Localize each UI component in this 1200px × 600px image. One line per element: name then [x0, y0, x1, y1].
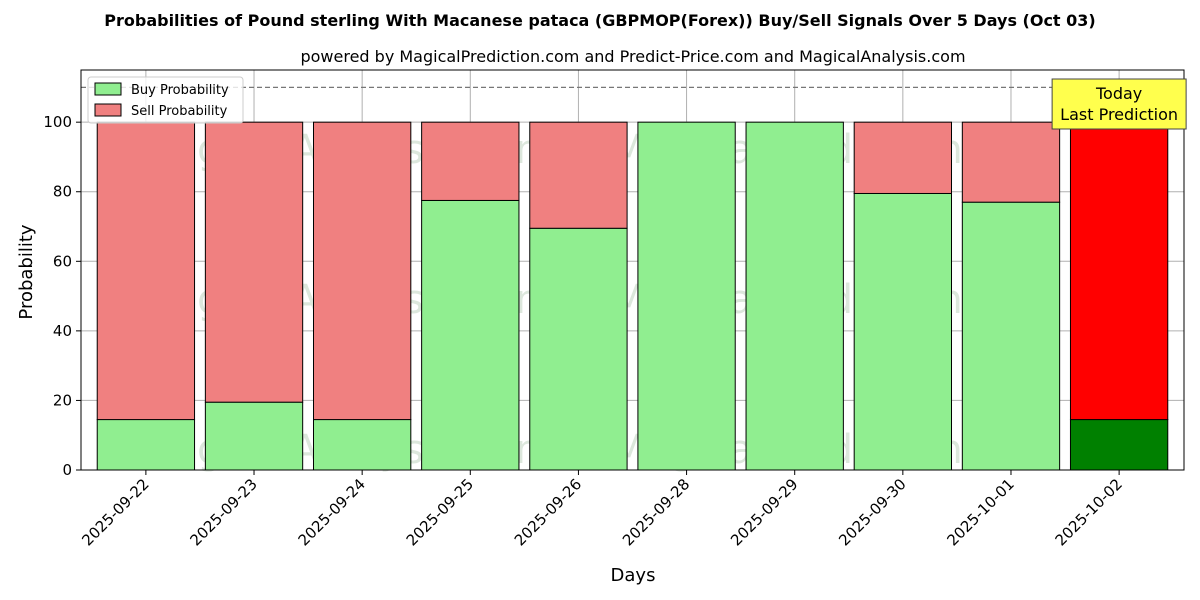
bar-buy: [312, 419, 412, 471]
chart-title: Probabilities of Pound sterling With Mac…: [104, 11, 1095, 30]
bar-sell: [204, 121, 304, 403]
x-tick-label: 2025-10-02: [1052, 475, 1126, 549]
x-tick-label: 2025-09-24: [295, 475, 369, 549]
x-tick-label: 2025-09-22: [78, 475, 152, 549]
today-box: [1051, 78, 1187, 130]
y-tick-label: 40: [53, 322, 72, 340]
legend: Buy Probability Sell Probability: [87, 76, 244, 124]
bar-buy: [421, 199, 520, 471]
bar-buy: [1069, 419, 1169, 471]
x-tick-label: 2025-09-28: [619, 475, 693, 549]
legend-swatch: [94, 103, 122, 117]
x-tick-label: 2025-09-29: [727, 475, 801, 549]
bar-sell: [421, 121, 520, 201]
bar-sell: [1069, 121, 1169, 421]
x-tick-label: 2025-09-30: [835, 475, 909, 549]
x-tick-label: 2025-09-25: [403, 475, 477, 549]
bar-sell: [529, 121, 628, 229]
bar-buy: [96, 419, 196, 471]
bar-buy: [637, 121, 736, 471]
bar-sell: [961, 121, 1061, 203]
y-tick-label: 100: [43, 113, 72, 131]
y-tick-label: 60: [53, 252, 72, 270]
today-label: Today: [1095, 84, 1142, 103]
bar-sell: [853, 121, 953, 194]
bar-buy: [529, 227, 628, 471]
bar-buy: [961, 201, 1061, 471]
bar-sell: [312, 121, 412, 421]
legend-label: Buy Probability: [131, 83, 229, 98]
y-axis: 0 20 40 60 80 100: [43, 113, 81, 479]
legend-box: [87, 76, 244, 124]
last-prediction-label: Last Prediction: [1060, 105, 1178, 124]
y-tick-label: 80: [53, 183, 72, 201]
bar-buy: [204, 401, 304, 471]
bar-buy: [853, 192, 953, 471]
today-annotation: Today Last Prediction: [1051, 78, 1187, 130]
chart-subtitle: powered by MagicalPrediction.com and Pre…: [300, 47, 965, 66]
y-axis-label: Probability: [16, 224, 37, 319]
bar-buy: [745, 121, 844, 471]
legend-label: Sell Probability: [131, 104, 228, 119]
x-tick-label: 2025-10-01: [943, 475, 1017, 549]
x-axis: 2025-09-22 2025-09-23 2025-09-24 2025-09-25…: [78, 470, 1126, 549]
x-axis-label: Days: [611, 565, 656, 586]
plot-frame: [80, 69, 1185, 471]
legend-swatch: [94, 82, 122, 96]
y-tick-label: 20: [53, 391, 72, 409]
x-tick-label: 2025-09-23: [186, 475, 260, 549]
y-tick-label: 0: [62, 461, 72, 479]
bars: [96, 121, 1169, 471]
x-tick-label: 2025-09-26: [511, 475, 585, 549]
bar-sell: [96, 121, 196, 421]
